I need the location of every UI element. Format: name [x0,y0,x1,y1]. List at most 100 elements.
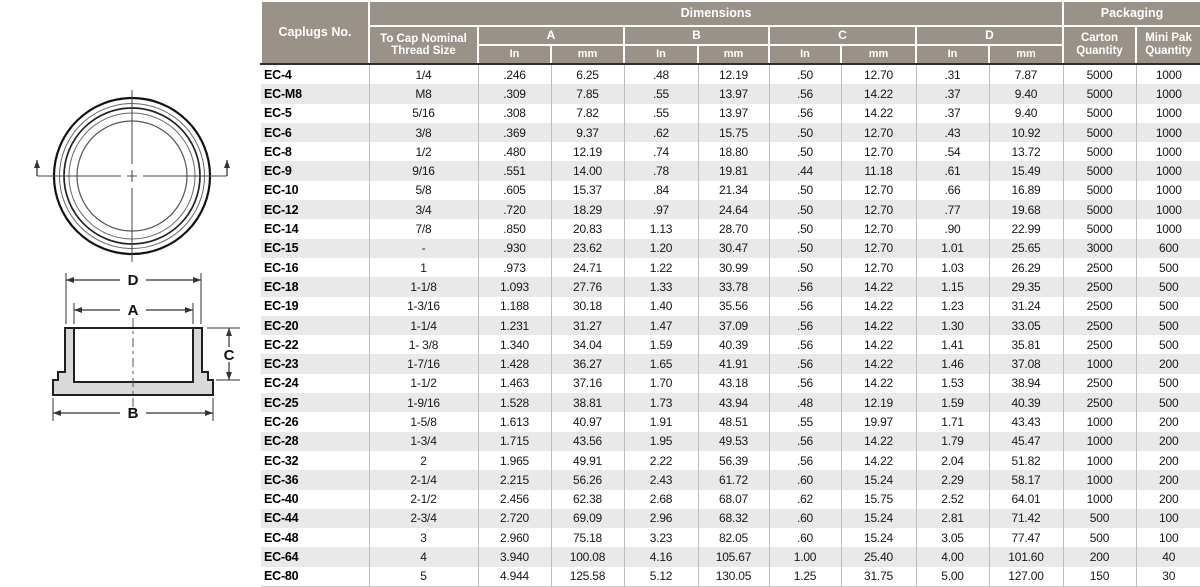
a-in-cell: .605 [477,180,551,201]
d-in-cell: 1.79 [915,431,989,451]
c-in-cell: .50 [768,238,841,258]
b-in-cell: 4.16 [623,547,698,567]
table-row: EC-32 2 1.965 49.91 2.22 56.39.56 14.22 2.04 51.… [261,450,1200,471]
table-row: EC-M8 M8.309 7.85.55 13.97.56 14.22.37 9.40 50… [261,84,1200,104]
d-in-cell: 1.71 [915,412,989,432]
d-mm-cell: 51.82 [988,450,1064,471]
mini-pak-qty-cell: 200 [1135,450,1200,471]
b-mm-cell: 68.07 [697,489,769,509]
b-mm-cell: 28.70 [697,219,769,239]
c-in-cell: .56 [768,315,841,336]
b-mm-cell: 19.81 [697,161,769,181]
table-row: EC-15- .930 23.62 1.20 30.47.50 12.70 1.01 25.6… [261,238,1200,258]
a-mm-cell: 18.29 [550,200,624,220]
a-in-cell: .246 [477,64,551,85]
header-unit-in: In [768,44,842,65]
thread-size-cell: 1- 3/8 [368,335,478,355]
mini-pak-qty-cell: 500 [1135,296,1200,316]
carton-qty-cell: 5000 [1062,142,1137,162]
d-mm-cell: 29.35 [988,277,1064,297]
a-in-cell: .720 [477,200,551,220]
c-mm-cell: 19.97 [840,412,916,432]
d-in-cell: 5.00 [915,566,989,587]
c-mm-cell: 14.22 [840,450,916,471]
b-mm-cell: 13.97 [697,84,769,104]
header-mini-pak-qty: Mini Pak Quantity [1135,25,1200,65]
a-in-cell: 1.188 [477,296,551,316]
b-in-cell: .48 [623,64,698,85]
b-in-cell: .55 [623,103,698,123]
carton-qty-cell: 5000 [1062,84,1137,104]
d-in-cell: 1.53 [915,373,989,394]
c-mm-cell: 14.22 [840,277,916,297]
carton-qty-cell: 1000 [1062,489,1137,509]
a-in-cell: .551 [477,161,551,181]
d-in-cell: 3.05 [915,528,989,548]
carton-qty-cell: 2500 [1062,335,1137,355]
c-in-cell: .50 [768,64,841,85]
mini-pak-qty-cell: 500 [1135,277,1200,297]
b-in-cell: 1.13 [623,219,698,239]
thread-size-cell: 1-1/8 [368,277,478,297]
caplugs-no-cell: EC-32 [264,453,299,468]
a-in-cell: 1.093 [477,277,551,297]
carton-qty-cell: 150 [1062,566,1137,587]
table-row: EC-8 1/2.480 12.19.74 18.80.50 12.70.54 13.72… [261,142,1200,162]
thread-size-cell: 2-1/2 [368,489,478,509]
thread-size-cell: 4 [368,547,478,567]
b-in-cell: 1.40 [623,296,698,316]
a-in-cell: 2.960 [477,528,551,548]
b-mm-cell: 56.39 [697,450,769,471]
c-mm-cell: 14.22 [840,335,916,355]
mini-pak-qty-cell: 200 [1135,431,1200,451]
b-mm-cell: 61.72 [697,470,769,490]
a-in-cell: .308 [477,103,551,123]
c-in-cell: .50 [768,200,841,220]
d-in-cell: 1.23 [915,296,989,316]
c-in-cell: .55 [768,412,841,432]
thread-size-cell: 2-3/4 [368,508,478,529]
caplugs-no-cell: EC-36 [261,470,369,490]
d-mm-cell: 25.65 [988,238,1064,258]
b-in-cell: 2.22 [623,450,698,471]
d-mm-cell: 22.99 [988,219,1064,239]
mini-pak-qty-cell: 200 [1135,470,1200,490]
dim-label-a: A [128,302,139,319]
c-in-cell: .50 [768,142,841,162]
mini-pak-qty-cell: 1000 [1135,122,1200,143]
d-in-cell: .37 [915,84,989,104]
a-mm-cell: 31.27 [550,315,624,336]
a-mm-cell: 43.56 [550,431,624,451]
thread-size-cell: 5/16 [368,103,478,123]
c-in-cell: .50 [768,180,841,201]
a-in-cell: .309 [477,84,551,104]
caplugs-no-cell: EC-5 [264,106,292,121]
mini-pak-qty-cell: 1000 [1135,180,1200,201]
b-mm-cell: 24.64 [697,200,769,220]
a-mm-cell: 125.58 [550,566,624,587]
carton-qty-cell: 5000 [1062,161,1137,181]
c-in-cell: .50 [768,219,841,239]
mini-pak-qty-cell: 40 [1135,547,1200,567]
a-in-cell: 4.944 [477,566,551,587]
d-mm-cell: 127.00 [988,566,1064,587]
thread-size-cell: 1-3/4 [368,431,478,451]
d-in-cell: 1.15 [915,277,989,297]
b-in-cell: .84 [623,180,698,201]
c-mm-cell: 15.75 [840,489,916,509]
caplugs-no-cell: EC-9 [261,161,369,181]
mini-pak-qty-cell: 1000 [1135,200,1200,220]
d-in-cell: 1.03 [915,257,989,278]
a-mm-cell: 49.91 [550,450,624,471]
a-mm-cell: 37.16 [550,373,624,394]
mini-pak-qty-cell: 1000 [1135,219,1200,239]
b-mm-cell: 21.34 [697,180,769,201]
d-mm-cell: 38.94 [988,373,1064,394]
b-mm-cell: 15.75 [697,122,769,143]
carton-qty-cell: 500 [1062,508,1137,529]
a-in-cell: 2.456 [477,489,551,509]
carton-qty-cell: 2500 [1062,277,1137,297]
thread-size-cell: 3/4 [368,200,478,220]
d-in-cell: .61 [915,161,989,181]
c-in-cell: .56 [768,431,841,451]
